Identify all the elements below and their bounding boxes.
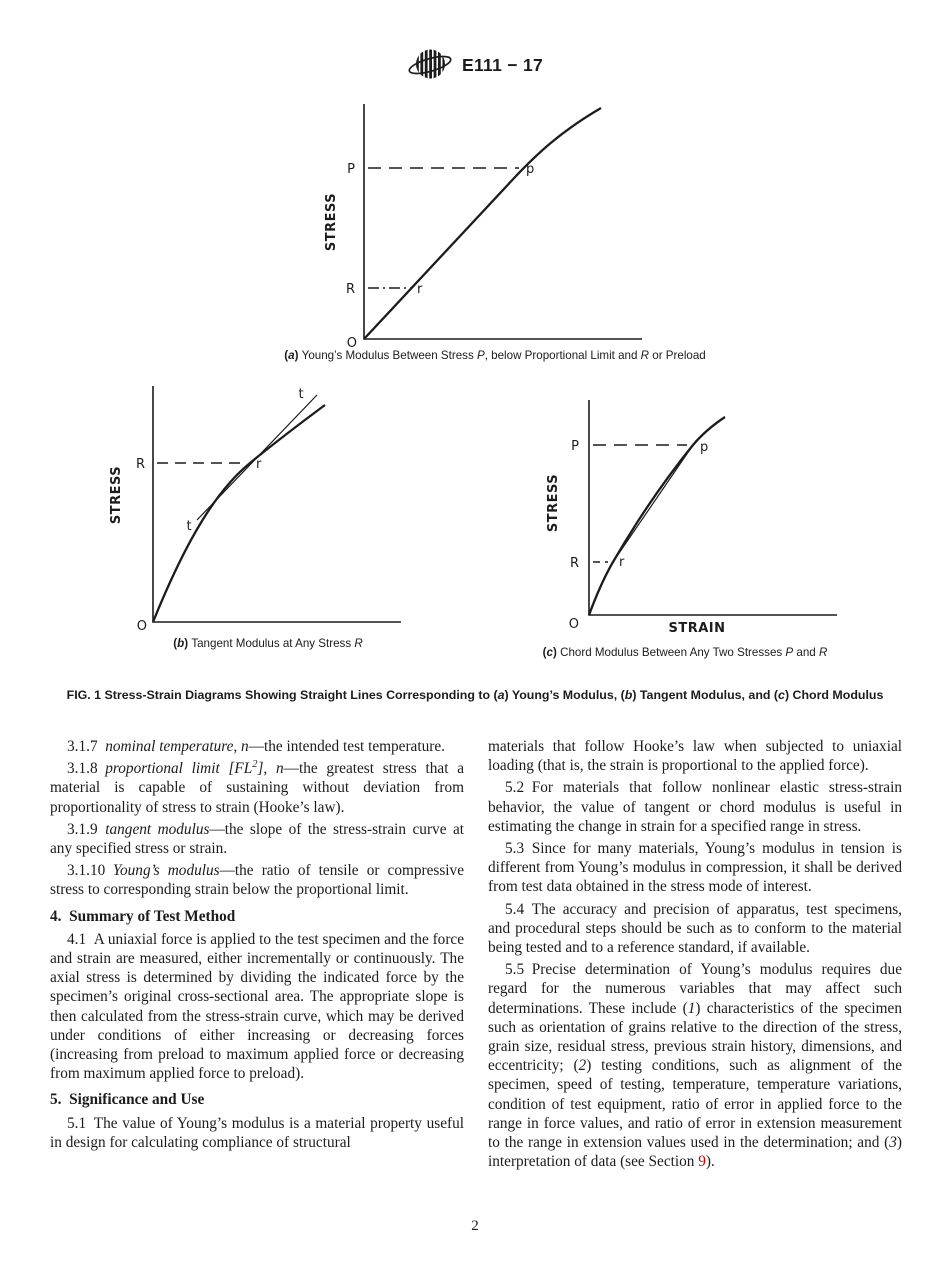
standard-designation: E111 − 17: [461, 54, 544, 75]
figure-a-stress-axis-label: STRESS: [324, 193, 339, 251]
figure-c-label-r: r: [619, 555, 625, 570]
figure-b-stress-strain-curve: [151, 404, 326, 623]
figure-b-axes: [152, 386, 401, 623]
para-3-1-9: 3.1.9 tangent modulus—the slope of the s…: [50, 820, 464, 858]
para-3-1-7: 3.1.7 nominal temperature, n—the intende…: [67, 738, 445, 755]
figure-b-tangent-line: [196, 394, 318, 521]
figure-a-youngs-modulus-diagram: P p R r O STRESS: [324, 104, 642, 347]
figure-b-tangent-label-upper: t: [298, 387, 303, 402]
figure-b-caption: (b) Tangent Modulus at Any Stress R: [173, 637, 363, 650]
para-3-1-8: 3.1.8 proportional limit [FL2], n—the gr…: [50, 759, 464, 816]
figure-c-stress-strain-curve: [587, 416, 726, 616]
figure-a-label-R: R: [346, 282, 355, 297]
figure-c-strain-axis-label: STRAIN: [668, 621, 725, 636]
para-5-2: 5.2 For materials that follow nonlinear …: [488, 779, 902, 835]
section-4-heading: 4. Summary of Test Method: [50, 907, 236, 925]
para-5-1: 5.1 The value of Young’s modulus is a ma…: [50, 1114, 464, 1151]
figure-a-label-P: P: [347, 162, 355, 177]
page-number: 2: [471, 1218, 479, 1234]
right-column: materials that follow Hooke’s law when s…: [488, 737, 902, 1174]
astm-logo-icon: [408, 49, 452, 79]
figure-b-tangent-modulus-diagram: R r t t O STRESS: [109, 386, 401, 632]
page-header: E111 − 17: [0, 46, 950, 84]
figure-c-axes: [588, 400, 837, 616]
figure-b-stress-axis-label: STRESS: [109, 466, 124, 524]
figure-b-tangent-label-lower: t: [186, 519, 191, 534]
figure-a-label-r: r: [417, 282, 423, 297]
para-5-4: 5.4 The accuracy and precision of appara…: [488, 900, 902, 957]
para-5-5: 5.5 Precise determination of Young’s mod…: [488, 961, 902, 1171]
section-5-heading: 5. Significance and Use: [50, 1091, 205, 1109]
para-5-3: 5.3 Since for many materials, Young’s mo…: [488, 840, 902, 896]
figure-c-label-p: p: [700, 440, 708, 455]
figure-b-label-R: R: [136, 457, 145, 472]
figure-a-axes: [363, 104, 642, 340]
figure-c-stress-axis-label: STRESS: [546, 474, 561, 532]
figure-a-stress-strain-curve: [363, 107, 602, 340]
figure-a-origin-label: O: [347, 336, 357, 347]
left-column: 3.1.7 nominal temperature, n—the intende…: [50, 737, 464, 1155]
figure-c-chord-modulus-diagram: P p R r O STRAIN STRESS: [546, 400, 837, 636]
figure-b-label-r: r: [256, 457, 262, 472]
figure-b-origin-label: O: [137, 619, 147, 632]
para-3-1-10: 3.1.10 Young’s modulus—the ratio of tens…: [50, 862, 464, 899]
fig1-caption: FIG. 1 Stress-Strain Diagrams Showing St…: [66, 688, 884, 702]
figure-c-label-P: P: [571, 439, 579, 454]
figure-c-origin-label: O: [569, 617, 579, 632]
figure-a-label-p: p: [526, 162, 534, 177]
figure-c-caption: (c) Chord Modulus Between Any Two Stress…: [542, 646, 828, 659]
para-5-1-continuation: materials that follow Hooke’s law when s…: [488, 738, 902, 775]
para-4-1: 4.1 A uniaxial force is applied to the t…: [50, 930, 464, 1083]
figure-c-label-R: R: [570, 556, 579, 571]
section-9-link[interactable]: 9: [698, 1153, 706, 1171]
figure-c-chord-line: [612, 444, 694, 563]
figure-a-caption: (a) Young’s Modulus Between Stress P, be…: [284, 349, 706, 362]
